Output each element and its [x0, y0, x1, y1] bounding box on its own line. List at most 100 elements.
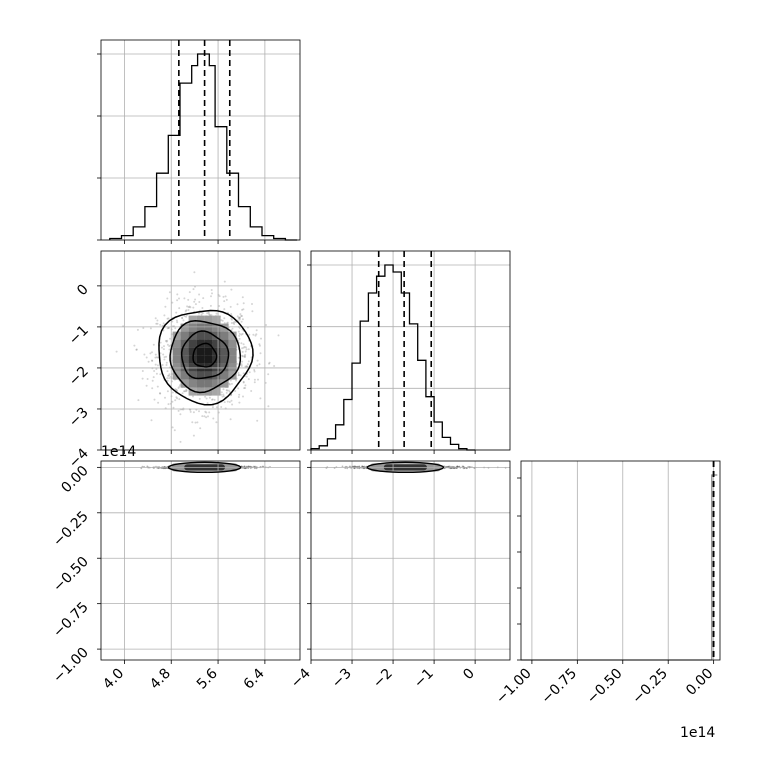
panel-frame-1-1 [310, 250, 511, 451]
sample-point [181, 317, 184, 320]
sample-point [230, 322, 233, 324]
sample-point [171, 301, 174, 304]
sample-point-collapsed [162, 467, 165, 470]
density-cell [180, 323, 189, 332]
sample-point [153, 398, 156, 401]
sample-point [176, 397, 179, 400]
sample-point [218, 305, 221, 307]
sample-point [240, 364, 243, 367]
sample-point [236, 315, 239, 318]
sample-point [240, 320, 243, 323]
sample-point [230, 313, 233, 315]
contour-level-3 [158, 309, 254, 406]
sample-point [176, 293, 179, 296]
sample-point [178, 307, 181, 310]
sample-point [228, 382, 231, 385]
x-tick-label-p1: 4.0 [100, 666, 127, 693]
sample-point [247, 360, 250, 363]
sample-point [172, 406, 175, 409]
sample-point-collapsed [247, 465, 250, 468]
density-cell [220, 347, 229, 356]
sample-point [229, 379, 232, 382]
y-tick-label-p2: 0 [74, 281, 92, 299]
sample-point [185, 315, 188, 318]
sample-point [201, 307, 204, 309]
sample-point-collapsed [349, 465, 351, 468]
sample-point [265, 324, 267, 326]
sample-point [152, 343, 155, 346]
sample-point [246, 365, 249, 368]
sample-point-collapsed [443, 465, 446, 468]
sample-point-collapsed [363, 465, 366, 468]
sample-point [245, 365, 248, 368]
sample-point [167, 327, 170, 329]
density-cell [220, 379, 229, 388]
sample-point [177, 409, 180, 412]
sample-point [242, 372, 245, 375]
sample-point [221, 395, 224, 398]
contours [158, 309, 445, 474]
sample-point [166, 370, 169, 373]
sample-point [222, 388, 225, 391]
sample-point [178, 385, 181, 388]
sample-point [211, 292, 213, 295]
density-cell [196, 323, 205, 332]
sample-point [161, 346, 163, 349]
sample-point [241, 354, 244, 357]
sample-point [246, 363, 249, 366]
sample-point [224, 295, 227, 298]
x-tick-label-p2: −2 [370, 666, 396, 692]
sample-point [206, 402, 209, 405]
sample-point [256, 364, 259, 367]
histogram-p2 [310, 264, 476, 451]
sample-point [208, 396, 211, 399]
density-cell [212, 379, 221, 388]
sample-point-collapsed [353, 465, 356, 468]
sample-point-collapsed [358, 467, 361, 470]
panel-frame-2-1 [310, 460, 511, 661]
sample-point [166, 377, 169, 380]
sample-point [230, 382, 233, 385]
x-offset-label-col3: 1e14 [680, 725, 715, 741]
sample-point [243, 354, 246, 357]
sample-point [115, 350, 118, 353]
sample-point [177, 387, 180, 389]
sample-point [183, 297, 186, 300]
sample-point [186, 305, 189, 308]
density-cell [180, 379, 189, 388]
panel-frame-0-0 [100, 39, 301, 241]
sample-point [225, 391, 228, 394]
sample-point [241, 308, 244, 311]
sample-point [240, 333, 243, 336]
collapsed-contour [167, 461, 242, 474]
sample-point [178, 398, 181, 401]
sample-point [255, 329, 258, 332]
sample-point-collapsed [341, 465, 344, 468]
sample-point [237, 396, 240, 398]
sample-point-collapsed [244, 467, 247, 470]
sample-point [163, 356, 166, 359]
sample-point [209, 314, 212, 316]
sample-point [176, 389, 179, 392]
sample-point [189, 306, 192, 309]
y-tick-label-p2: −2 [66, 363, 92, 389]
sample-point [259, 352, 262, 355]
density-cell [204, 371, 213, 380]
sample-point [207, 311, 210, 314]
density-cell [188, 387, 197, 396]
sample-point [247, 348, 250, 351]
sample-point [241, 315, 243, 317]
sample-point [165, 364, 168, 366]
sample-point [237, 356, 240, 359]
sample-point [215, 406, 218, 409]
sample-point [166, 343, 169, 346]
x-tick-label-p3: 0.00 [683, 665, 716, 698]
y-tick-label-p3: −0.75 [50, 599, 92, 641]
panel-frame-1-0 [100, 250, 301, 451]
sample-point [229, 418, 232, 421]
sample-point [151, 387, 154, 390]
sample-point [146, 378, 149, 380]
sample-point [252, 333, 255, 336]
sample-point-collapsed [363, 467, 366, 470]
sample-point [178, 297, 180, 300]
